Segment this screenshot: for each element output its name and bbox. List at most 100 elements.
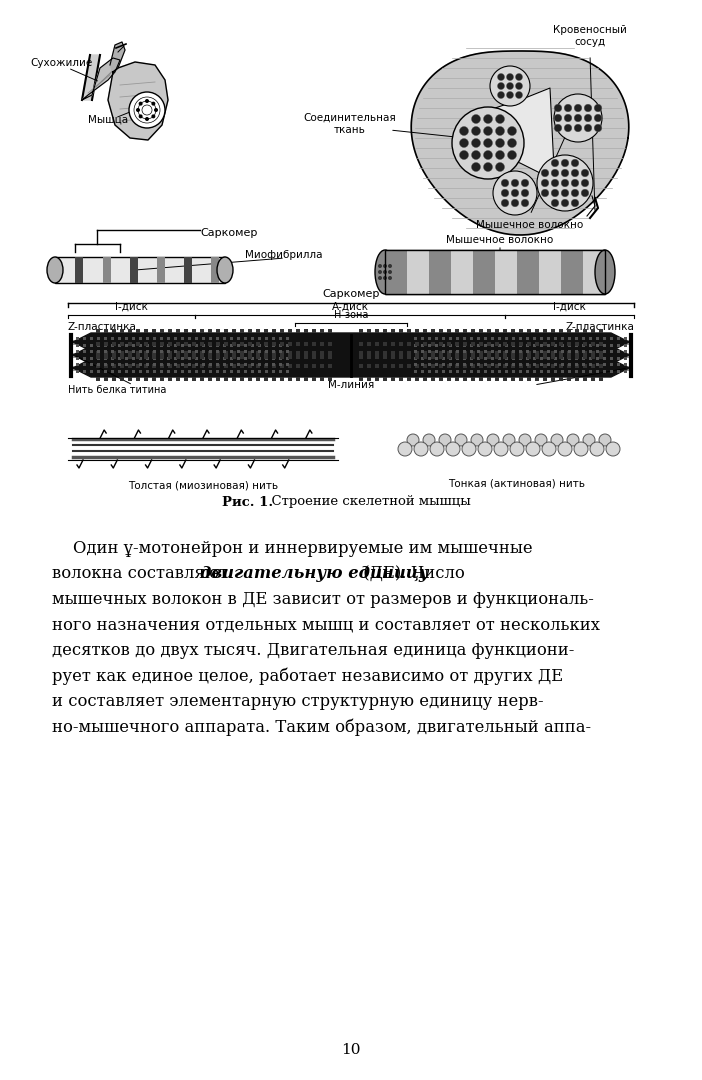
Bar (391, 364, 395, 368)
Bar (589, 363, 592, 366)
Bar (296, 364, 300, 368)
Bar (181, 350, 184, 353)
Bar (240, 364, 244, 368)
Bar (535, 355, 539, 359)
Bar (174, 370, 177, 373)
Bar (286, 370, 289, 373)
Bar (603, 350, 606, 353)
Bar (125, 357, 128, 360)
Bar (596, 337, 599, 340)
Bar (505, 357, 508, 360)
Polygon shape (411, 51, 629, 235)
Bar (265, 357, 268, 360)
Bar (188, 363, 191, 366)
Bar (583, 342, 587, 346)
Circle shape (493, 171, 537, 215)
Bar (487, 355, 491, 359)
Bar (512, 370, 515, 373)
Bar (428, 370, 431, 373)
Bar (258, 350, 261, 353)
Bar (568, 350, 571, 353)
Bar (211, 257, 220, 283)
Bar (160, 363, 163, 366)
Bar (471, 364, 475, 368)
Bar (209, 357, 212, 360)
Circle shape (537, 156, 593, 211)
Bar (470, 357, 473, 360)
Bar (391, 351, 395, 355)
Bar (118, 345, 121, 347)
Bar (230, 370, 233, 373)
Bar (272, 329, 276, 333)
Bar (567, 364, 571, 368)
Bar (112, 355, 116, 359)
Bar (111, 350, 114, 353)
Bar (251, 363, 254, 366)
Text: (ДЕ). Число: (ДЕ). Число (358, 566, 465, 582)
Circle shape (508, 138, 517, 148)
Bar (230, 363, 233, 366)
Bar (617, 337, 620, 340)
Bar (505, 337, 508, 340)
Bar (181, 357, 184, 360)
Bar (435, 337, 438, 340)
Bar (527, 377, 531, 381)
Bar (160, 350, 163, 353)
Bar (136, 342, 140, 346)
Bar (104, 337, 107, 340)
Bar (248, 342, 252, 346)
Bar (477, 357, 480, 360)
Bar (120, 329, 124, 333)
Bar (244, 337, 247, 340)
Bar (195, 357, 198, 360)
Bar (495, 342, 499, 346)
Bar (583, 364, 587, 368)
Bar (160, 351, 164, 355)
Bar (286, 337, 289, 340)
Bar (184, 329, 188, 333)
Circle shape (138, 114, 143, 119)
Bar (288, 329, 292, 333)
Bar (624, 363, 627, 366)
Bar (132, 337, 135, 340)
Bar (256, 364, 260, 368)
Bar (567, 351, 571, 355)
Bar (498, 337, 501, 340)
Bar (174, 357, 177, 360)
Bar (195, 363, 198, 366)
Bar (176, 377, 180, 381)
Text: I-диск: I-диск (114, 302, 147, 312)
Bar (174, 363, 177, 366)
Circle shape (152, 114, 155, 119)
Bar (439, 364, 443, 368)
Bar (216, 350, 219, 353)
Bar (244, 363, 247, 366)
Bar (414, 350, 417, 353)
Circle shape (383, 276, 387, 280)
Bar (139, 337, 142, 340)
Bar (97, 345, 100, 347)
Bar (83, 363, 86, 366)
Bar (258, 345, 261, 347)
Bar (272, 345, 275, 347)
Bar (359, 377, 363, 381)
Bar (540, 345, 543, 347)
Bar (449, 345, 452, 347)
Bar (495, 351, 499, 355)
Bar (421, 370, 424, 373)
Bar (547, 357, 550, 360)
Bar (168, 355, 172, 359)
Bar (559, 377, 563, 381)
Bar (136, 355, 140, 359)
Bar (248, 351, 252, 355)
Bar (543, 329, 547, 333)
Bar (383, 355, 387, 359)
Bar (160, 355, 164, 359)
Bar (447, 329, 451, 333)
Bar (567, 342, 571, 346)
Bar (223, 337, 226, 340)
Bar (153, 350, 156, 353)
Bar (160, 377, 164, 381)
Bar (477, 350, 480, 353)
Bar (456, 370, 459, 373)
